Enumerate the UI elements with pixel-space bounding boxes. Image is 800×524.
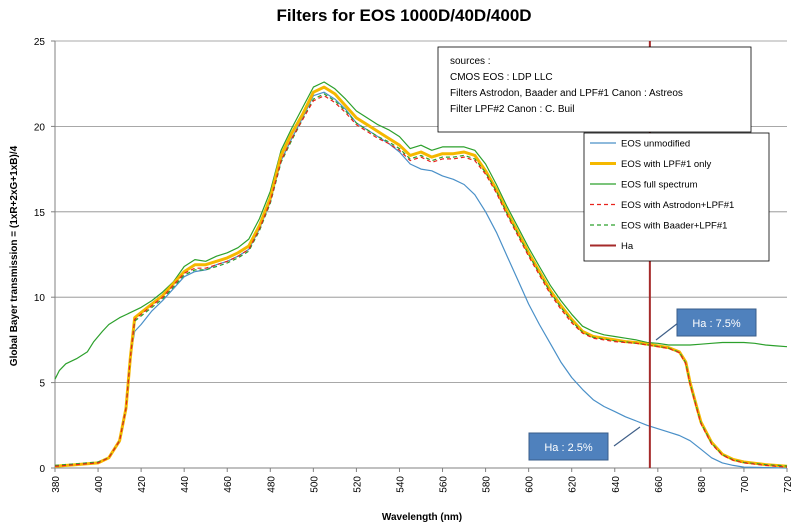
legend-frame bbox=[583, 132, 770, 262]
callout-label: Ha : 7.5% bbox=[692, 318, 741, 330]
source-line-3: Filters Astrodon, Baader and LPF#1 Canon… bbox=[450, 88, 683, 99]
x-tick-labels: 380 400 420 440 460 480 500 520 540 560 580 600 620 6… bbox=[51, 468, 794, 493]
x-tick-label: 540 bbox=[395, 476, 406, 493]
callout-ha-2-5: Ha : 2.5% bbox=[528, 426, 641, 461]
series-eos-with-astrodon-lpf-1-line bbox=[54, 95, 788, 468]
sources-box: sources : CMOS EOS : LDP LLC Filters Ast… bbox=[437, 46, 752, 133]
callout-ha-7-5: Ha : 7.5% bbox=[655, 308, 757, 341]
x-tick-label: 660 bbox=[654, 476, 665, 493]
legend-label: EOS with LPF#1 only bbox=[621, 159, 712, 170]
x-tick-label: 400 bbox=[94, 476, 105, 493]
legend: EOS unmodified EOS with LPF#1 only EOS ful… bbox=[583, 132, 770, 262]
y-tick-label: 15 bbox=[34, 208, 46, 219]
x-tick-label: 560 bbox=[439, 476, 450, 493]
callout-box bbox=[528, 432, 609, 461]
callout-leader-line bbox=[613, 426, 641, 447]
x-tick-label: 520 bbox=[352, 476, 363, 493]
x-tick-label: 600 bbox=[525, 476, 536, 493]
axes bbox=[54, 41, 787, 469]
chart-title: Filters for EOS 1000D/40D/400D bbox=[276, 6, 531, 25]
y-tick-labels: 0 5 10 15 20 25 bbox=[34, 37, 55, 475]
source-line-4: Filter LPF#2 Canon : C. Buil bbox=[450, 104, 575, 115]
legend-items: EOS unmodified EOS with LPF#1 only EOS ful… bbox=[590, 139, 734, 252]
source-line-2: CMOS EOS : LDP LLC bbox=[450, 72, 553, 83]
source-line-1: sources : bbox=[450, 56, 491, 67]
x-axis-title: Wavelength (nm) bbox=[382, 512, 462, 523]
y-tick-label: 10 bbox=[34, 293, 46, 304]
x-tick-label: 700 bbox=[740, 476, 751, 493]
x-tick-label: 680 bbox=[697, 476, 708, 493]
x-tick-label: 380 bbox=[51, 476, 62, 493]
x-tick-label: 460 bbox=[223, 476, 234, 493]
legend-item-eos-unmodified: EOS unmodified bbox=[590, 139, 690, 150]
legend-label: EOS with Baader+LPF#1 bbox=[621, 221, 727, 232]
series-eos-unmodified-line bbox=[54, 91, 788, 469]
x-tick-label: 480 bbox=[266, 476, 277, 493]
legend-item-eos-with-lpf-1-only: EOS with LPF#1 only bbox=[590, 159, 712, 170]
y-axis-title: Global Bayer transmission = (1xR+2xG+1xB… bbox=[9, 145, 20, 366]
callout-label: Ha : 2.5% bbox=[544, 442, 593, 454]
y-tick-label: 20 bbox=[34, 122, 46, 133]
legend-item-eos-full-spectrum: EOS full spectrum bbox=[590, 180, 698, 191]
x-tick-label: 420 bbox=[137, 476, 148, 493]
y-tick-label: 25 bbox=[34, 37, 46, 48]
legend-label: Ha bbox=[621, 241, 634, 252]
callout-leader-line bbox=[655, 322, 679, 341]
y-tick-label: 5 bbox=[39, 379, 45, 390]
x-tick-label: 620 bbox=[568, 476, 579, 493]
x-tick-label: 640 bbox=[611, 476, 622, 493]
legend-label: EOS with Astrodon+LPF#1 bbox=[621, 200, 734, 211]
series-eos-full-spectrum-line bbox=[54, 81, 788, 380]
x-tick-label: 500 bbox=[309, 476, 320, 493]
x-tick-label: 440 bbox=[180, 476, 191, 493]
y-tick-label: 0 bbox=[39, 464, 45, 475]
legend-item-eos-with-astrodon-lpf-1: EOS with Astrodon+LPF#1 bbox=[590, 200, 734, 211]
sources-box-frame bbox=[437, 46, 752, 133]
legend-label: EOS full spectrum bbox=[621, 180, 698, 191]
callout-box bbox=[676, 308, 757, 337]
legend-label: EOS unmodified bbox=[621, 139, 690, 150]
x-tick-label: 580 bbox=[482, 476, 493, 493]
x-tick-label: 720 bbox=[783, 476, 794, 493]
legend-item-ha: Ha bbox=[590, 241, 634, 252]
legend-item-eos-with-baader-lpf-1: EOS with Baader+LPF#1 bbox=[590, 221, 727, 232]
